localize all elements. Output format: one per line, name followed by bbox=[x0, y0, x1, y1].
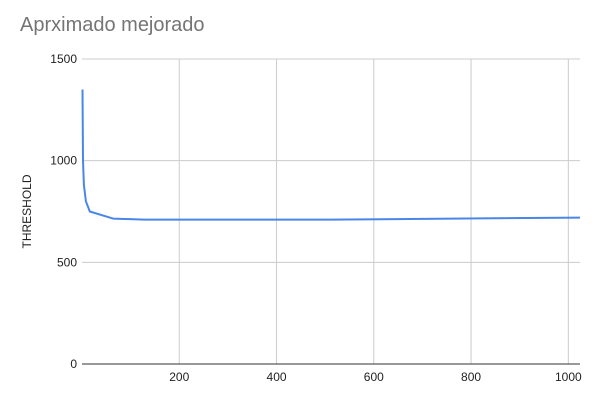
x-axis-ticks: 200 400 600 800 1000 bbox=[169, 370, 582, 384]
x-tick-label: 400 bbox=[267, 370, 287, 384]
series-layer bbox=[81, 89, 581, 221]
x-tick-label: 600 bbox=[364, 370, 384, 384]
y-tick-label: 0 bbox=[70, 357, 77, 371]
chart-title: Aprximado mejorado bbox=[20, 14, 205, 36]
x-tick-label: 200 bbox=[169, 370, 189, 384]
series-line bbox=[81, 89, 581, 221]
grid bbox=[82, 58, 580, 364]
x-tick-label: 1000 bbox=[555, 370, 582, 384]
y-tick-label: 500 bbox=[57, 255, 77, 269]
x-tick-label: 800 bbox=[461, 370, 481, 384]
y-tick-label: 1500 bbox=[50, 52, 77, 66]
y-axis-ticks: 0 500 1000 1500 bbox=[50, 52, 77, 371]
y-tick-label: 1000 bbox=[50, 154, 77, 168]
y-axis-title: THRESHOLD bbox=[20, 174, 34, 248]
